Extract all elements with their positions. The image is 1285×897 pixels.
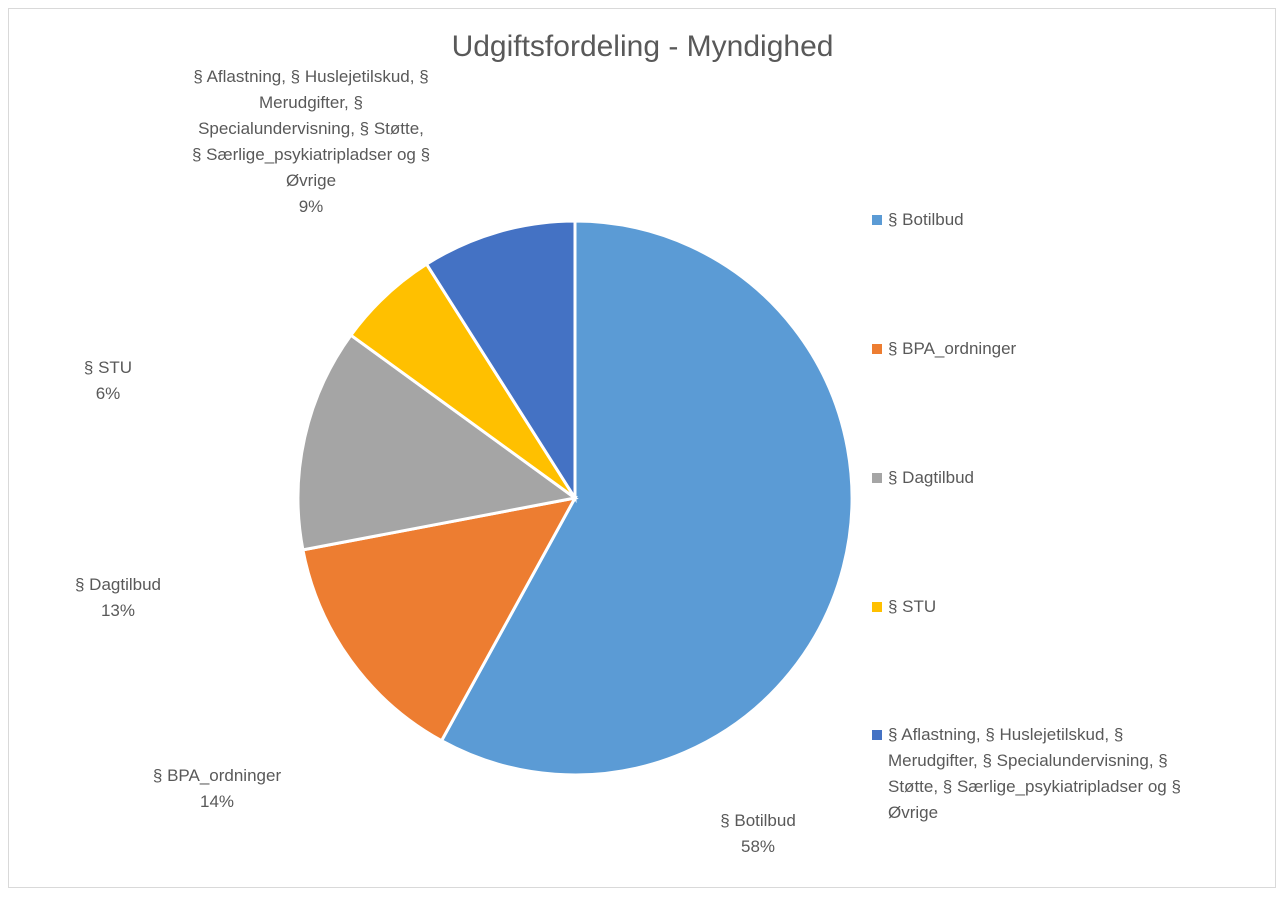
- legend-entry: § Dagtilbud: [872, 465, 1212, 491]
- chart-border: [8, 8, 1276, 888]
- legend-entry: § BPA_ordninger: [872, 336, 1212, 362]
- data-label: § Dagtilbud 13%: [75, 572, 161, 624]
- data-label-value: 9%: [298, 197, 324, 216]
- legend-label: § Aflastning, § Huslejetilskud, § Merudg…: [888, 725, 1181, 822]
- legend-swatch: [872, 215, 882, 225]
- data-label: § STU 6%: [84, 355, 132, 407]
- pie-slice: [301, 495, 578, 743]
- data-label: § Botilbud 58%: [720, 808, 796, 860]
- legend-label: § Dagtilbud: [888, 468, 975, 487]
- legend-swatch: [872, 344, 882, 354]
- chart-title: Udgiftsfordeling - Myndighed: [451, 30, 834, 63]
- data-label-value: 14%: [199, 792, 235, 811]
- pie-slice: [424, 219, 577, 504]
- legend-swatch: [872, 730, 882, 740]
- pie-slice: [439, 219, 854, 777]
- data-label-value: 58%: [740, 837, 776, 856]
- legend-entry: § Botilbud: [872, 207, 1212, 233]
- data-label: § BPA_ordninger 14%: [153, 763, 281, 815]
- legend-label: § STU: [888, 597, 937, 616]
- data-label-category: § Botilbud: [720, 811, 796, 830]
- pie-slice: [296, 333, 579, 552]
- data-label-category: § BPA_ordninger: [152, 766, 282, 785]
- legend-label: § Botilbud: [888, 210, 964, 229]
- legend-entry: § Aflastning, § Huslejetilskud, § Merudg…: [872, 722, 1212, 826]
- data-label-category: § Dagtilbud: [74, 575, 162, 594]
- legend-swatch: [872, 473, 882, 483]
- data-label-value: 6%: [95, 384, 121, 403]
- data-label-category: § Aflastning, § Huslejetilskud, § Merudg…: [191, 67, 431, 190]
- data-label-category: § STU: [83, 358, 133, 377]
- legend-label: § BPA_ordninger: [888, 339, 1017, 358]
- legend-swatch: [872, 602, 882, 612]
- data-label-value: 13%: [100, 601, 136, 620]
- legend-entry: § STU: [872, 594, 1212, 620]
- data-label: § Aflastning, § Huslejetilskud, § Merudg…: [191, 64, 431, 220]
